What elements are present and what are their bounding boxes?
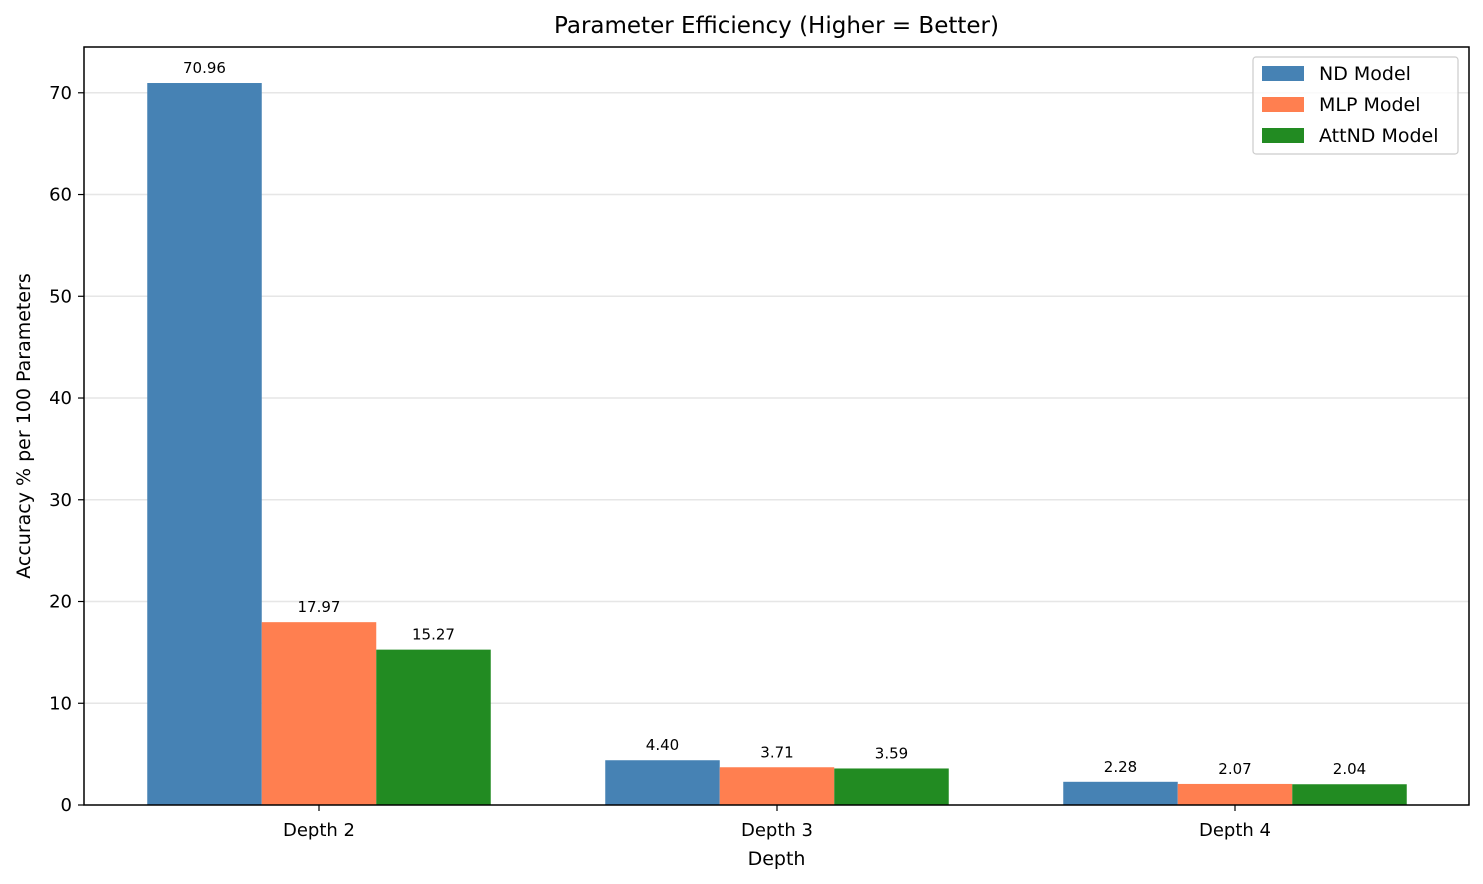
data-label: 2.07 <box>1218 760 1251 778</box>
bar-attnd-model <box>834 768 949 805</box>
x-axis-label: Depth <box>748 848 806 870</box>
legend-label: ND Model <box>1319 63 1411 85</box>
y-axis-label: Accuracy % per 100 Parameters <box>13 273 35 579</box>
data-label: 2.04 <box>1333 760 1366 778</box>
data-label: 17.97 <box>298 598 341 616</box>
bar-mlp-model <box>261 622 377 805</box>
y-axis-ticks: 0 10 20 30 40 50 60 70 <box>49 83 84 816</box>
data-label: 3.71 <box>760 743 793 761</box>
x-tick-label: Depth 3 <box>741 820 813 841</box>
legend-swatch <box>1262 128 1304 143</box>
data-label: 2.28 <box>1104 758 1137 776</box>
y-tick-label: 20 <box>49 592 72 613</box>
data-labels: 70.96 17.97 15.27 4.40 3.71 3.59 2.28 2.07 2.04 <box>183 59 1366 778</box>
bar-nd-model <box>605 760 720 805</box>
x-tick-label: Depth 4 <box>1199 820 1271 841</box>
y-tick-label: 50 <box>49 286 72 307</box>
x-tick-label: Depth 2 <box>283 820 355 841</box>
y-tick-label: 60 <box>49 185 72 206</box>
legend-label: AttND Model <box>1319 125 1439 147</box>
data-label: 15.27 <box>412 626 455 644</box>
chart-title: Parameter Efficiency (Higher = Better) <box>554 13 999 39</box>
y-tick-label: 70 <box>49 83 72 104</box>
data-label: 4.40 <box>646 736 679 754</box>
bar-mlp-model <box>1177 783 1293 805</box>
y-tick-label: 10 <box>49 693 72 714</box>
legend-swatch <box>1262 66 1304 81</box>
data-label: 70.96 <box>183 59 226 77</box>
bar-attnd-model <box>376 649 491 805</box>
y-tick-label: 0 <box>61 795 72 816</box>
legend: ND Model MLP Model AttND Model <box>1252 56 1459 155</box>
y-tick-label: 40 <box>49 388 72 409</box>
y-tick-label: 30 <box>49 490 72 511</box>
bar-mlp-model <box>719 767 835 805</box>
legend-box <box>1252 56 1459 155</box>
data-label: 3.59 <box>875 744 908 762</box>
x-axis-ticks: Depth 2 Depth 3 Depth 4 <box>283 805 1271 841</box>
legend-label: MLP Model <box>1319 94 1421 116</box>
bar-attnd-model <box>1292 784 1407 805</box>
bars <box>147 83 1407 806</box>
bar-nd-model <box>1063 781 1178 805</box>
legend-swatch <box>1262 97 1304 112</box>
bar-nd-model <box>147 83 262 806</box>
